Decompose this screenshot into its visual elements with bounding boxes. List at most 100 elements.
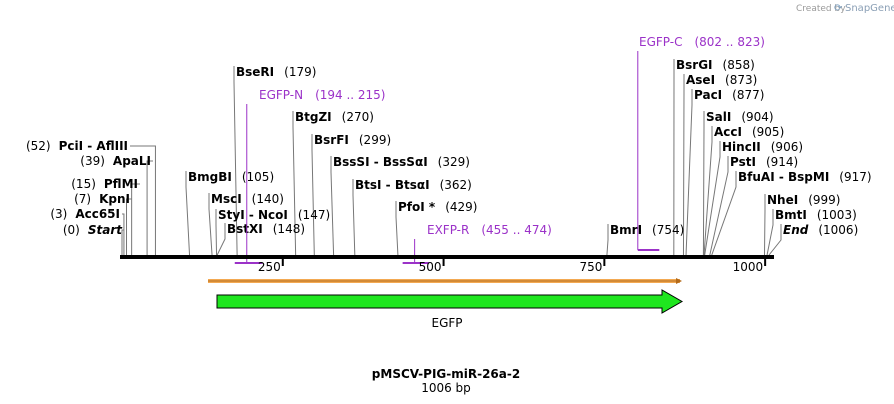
site-name: BsrGI (676, 58, 713, 72)
site-position: (147) (298, 208, 330, 222)
ruler-tick-label: 250 (258, 260, 281, 274)
site-label-acc65i[interactable]: (3) Acc65I (50, 207, 120, 221)
site-label-pflmi[interactable]: (15) PflMI (71, 177, 138, 191)
site-label-bmgbi[interactable]: BmgBI (105) (188, 170, 274, 184)
site-name: PflMI (104, 177, 138, 191)
plasmid-title: pMSCV-PIG-miR-26a-2 (372, 367, 520, 381)
site-position: (362) (440, 178, 472, 192)
primer-exfp-r[interactable]: EXFP-R (455 .. 474) (402, 223, 552, 264)
site-position: (904) (741, 110, 773, 124)
site-label-styi[interactable]: StyI - NcoI (147) (218, 208, 330, 222)
plasmid-length: 1006 bp (421, 381, 471, 395)
site-position: (1003) (817, 208, 857, 222)
ruler-tick-label: 1000 (733, 260, 764, 274)
site-label-hincii[interactable]: HincII (906) (722, 140, 803, 154)
egfp-feature-label: EGFP (431, 316, 462, 330)
primer-range: (455 .. 474) (481, 223, 551, 237)
site-label-sali[interactable]: SalI (904) (706, 110, 774, 124)
site-leader (606, 224, 609, 256)
site-label-acci[interactable]: AccI (905) (714, 125, 784, 139)
site-leader (215, 209, 218, 256)
site-name: BmrI (610, 223, 642, 237)
site-leader (703, 126, 713, 256)
site-label-bsssi[interactable]: BssSI - BssSαI (329) (333, 155, 470, 169)
site-name: AseI (686, 73, 715, 87)
site-leader (711, 171, 737, 256)
site-name: KpnI (99, 192, 130, 206)
site-leader (146, 160, 153, 255)
site-label-asei[interactable]: AseI (873) (686, 73, 757, 87)
site-name: PfoI * (398, 200, 436, 214)
site-position: (270) (342, 110, 374, 124)
site-leader (292, 111, 297, 256)
site-label-btgzi[interactable]: BtgZI (270) (295, 110, 374, 124)
site-position: (299) (359, 133, 391, 147)
site-position: (39) (80, 154, 105, 168)
site-name: BtsI - BtsαI (355, 178, 430, 192)
site-leader (311, 134, 315, 256)
site-label-apali[interactable]: (39) ApaLI (80, 154, 151, 168)
site-leader (122, 213, 125, 255)
site-name: HincII (722, 140, 761, 154)
site-name: Start (88, 223, 123, 237)
credit-brand: SnapGene (845, 3, 894, 14)
site-name: BsrFI (314, 133, 349, 147)
orf-arrowhead (676, 278, 682, 284)
site-name: SalI (706, 110, 731, 124)
site-position: (873) (725, 73, 757, 87)
site-labels: (0) Start (3) Acc65I(7) KpnI(15) PflMI (39) Apa… (26, 58, 872, 237)
site-label-bseri[interactable]: BseRI (179) (236, 65, 316, 79)
site-name: AccI (714, 125, 742, 139)
site-leader (685, 89, 693, 256)
primer-egfp-c[interactable]: EGFP-C (802 .. 823) (637, 35, 765, 251)
site-name: BstXI (227, 222, 263, 236)
site-position: (15) (71, 177, 96, 191)
site-label-msci[interactable]: MscI (140) (211, 192, 284, 206)
site-position: (7) (74, 192, 91, 206)
site-label-bmti[interactable]: BmtI (1003) (775, 208, 857, 222)
site-position: (105) (242, 170, 274, 184)
ruler-ticks: 250 500 750 1000 (258, 259, 767, 274)
site-label-bstxi[interactable]: BstXI (148) (227, 222, 305, 236)
site-label-end[interactable]: End (1006) (783, 223, 858, 237)
site-label-btsi[interactable]: BtsI - BtsαI (362) (355, 178, 472, 192)
primer-range: (194 .. 215) (315, 88, 385, 102)
site-position: (917) (839, 170, 871, 184)
site-leader (121, 229, 124, 255)
site-label-start[interactable]: (0) Start (63, 223, 123, 237)
site-name: BmgBI (188, 170, 232, 184)
site-label-pcii[interactable]: (52) PciI - AflIII (26, 139, 128, 153)
site-leader (126, 198, 132, 255)
primer-range: (802 .. 823) (694, 35, 764, 49)
site-name: BseRI (236, 65, 274, 79)
site-label-paci[interactable]: PacI (877) (694, 88, 764, 102)
site-name: ApaLI (113, 154, 151, 168)
site-label-pfoi[interactable]: PfoI * (429) (398, 200, 477, 214)
site-position: (148) (273, 222, 305, 236)
site-position: (0) (63, 223, 80, 237)
site-label-bmri[interactable]: BmrI (754) (610, 223, 684, 237)
site-leader (216, 223, 226, 256)
site-label-bsrfi[interactable]: BsrFI (299) (314, 133, 391, 147)
site-label-psti[interactable]: PstI (914) (730, 155, 798, 169)
site-leader (704, 141, 721, 256)
site-position: (877) (732, 88, 764, 102)
primer-egfp-n[interactable]: EGFP-N (194 .. 215) (234, 88, 386, 264)
primer-name: EXFP-R (427, 223, 469, 237)
site-position: (429) (445, 200, 477, 214)
site-label-bsrgi[interactable]: BsrGI (858) (676, 58, 755, 72)
ruler-tick-label: 500 (419, 260, 442, 274)
site-position: (754) (652, 223, 684, 237)
site-label-kpni[interactable]: (7) KpnI (74, 192, 130, 206)
site-name: BssSI - BssSαI (333, 155, 428, 169)
site-name: PacI (694, 88, 722, 102)
site-leader (768, 224, 782, 256)
site-position: (329) (438, 155, 470, 169)
site-name: Acc65I (75, 207, 120, 221)
site-name: StyI - NcoI (218, 208, 288, 222)
ruler-tick-label: 750 (579, 260, 602, 274)
site-label-bfuai[interactable]: BfuAI - BspMI (917) (738, 170, 872, 184)
egfp-feature-arrow[interactable] (216, 289, 684, 314)
site-label-nhei[interactable]: NheI (999) (767, 193, 840, 207)
